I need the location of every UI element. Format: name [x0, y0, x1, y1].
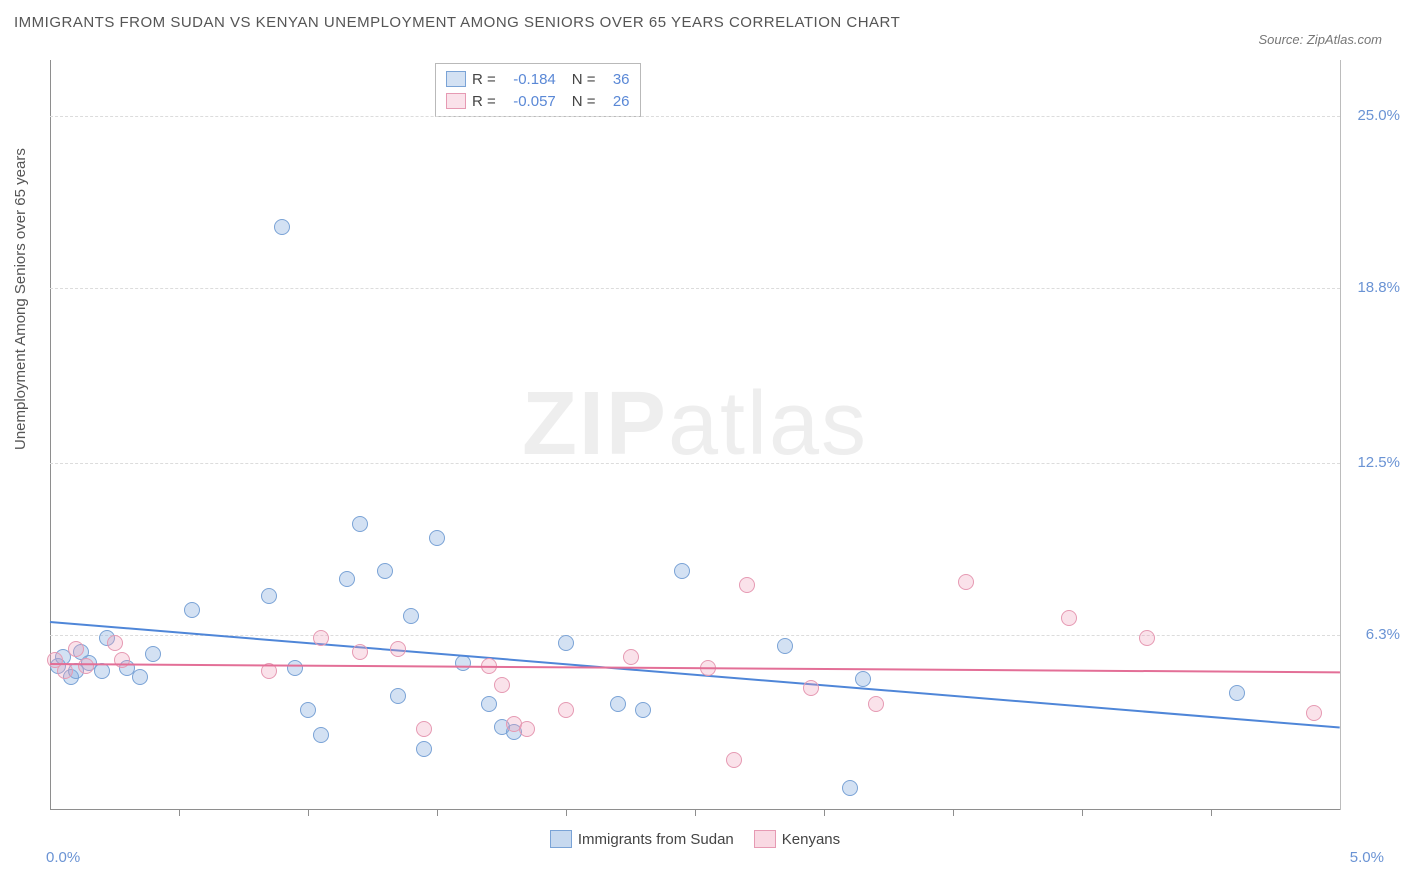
chart-title: IMMIGRANTS FROM SUDAN VS KENYAN UNEMPLOY… [14, 14, 900, 31]
data-point [635, 702, 651, 718]
data-point [313, 630, 329, 646]
x-axis-start-label: 0.0% [46, 849, 80, 866]
data-point [1306, 705, 1322, 721]
grid-line [50, 288, 1340, 289]
data-point [261, 588, 277, 604]
legend-swatch [754, 830, 776, 848]
x-tick [179, 810, 180, 816]
data-point [339, 571, 355, 587]
data-point [114, 652, 130, 668]
data-point [558, 635, 574, 651]
data-point [300, 702, 316, 718]
y-axis [50, 60, 51, 810]
grid-line [50, 463, 1340, 464]
data-point [610, 696, 626, 712]
legend-swatch [446, 71, 466, 87]
data-point [416, 721, 432, 737]
y-tick-label: 12.5% [1357, 454, 1400, 471]
data-point [352, 644, 368, 660]
data-point [1139, 630, 1155, 646]
data-point [739, 577, 755, 593]
data-point [68, 641, 84, 657]
data-point [842, 780, 858, 796]
x-tick [824, 810, 825, 816]
y-tick-label: 6.3% [1366, 626, 1400, 643]
x-axis-end-label: 5.0% [1350, 849, 1384, 866]
data-point [855, 671, 871, 687]
data-point [132, 669, 148, 685]
data-point [390, 688, 406, 704]
data-point [1061, 610, 1077, 626]
data-point [481, 696, 497, 712]
y-tick-label: 18.8% [1357, 279, 1400, 296]
data-point [726, 752, 742, 768]
data-point [184, 602, 200, 618]
y-axis-label: Unemployment Among Seniors over 65 years [12, 148, 29, 450]
trend-line [50, 663, 1340, 673]
series-legend: Immigrants from Sudan Kenyans [50, 830, 1340, 848]
legend-label: Immigrants from Sudan [578, 831, 734, 848]
n-value: 36 [602, 71, 630, 88]
x-tick [953, 810, 954, 816]
data-point [674, 563, 690, 579]
data-point [94, 663, 110, 679]
y-tick-label: 25.0% [1357, 107, 1400, 124]
r-value: -0.057 [502, 93, 556, 110]
legend-item: Kenyans [754, 830, 840, 848]
stats-row: R = -0.057N = 26 [446, 90, 630, 112]
data-point [803, 680, 819, 696]
data-point [377, 563, 393, 579]
data-point [313, 727, 329, 743]
data-point [868, 696, 884, 712]
data-point [403, 608, 419, 624]
data-point [429, 530, 445, 546]
grid-line [50, 116, 1340, 117]
data-point [287, 660, 303, 676]
stats-row: R = -0.184N = 36 [446, 68, 630, 90]
x-tick [1082, 810, 1083, 816]
x-tick [308, 810, 309, 816]
legend-swatch [446, 93, 466, 109]
data-point [78, 658, 94, 674]
data-point [623, 649, 639, 665]
r-value: -0.184 [502, 71, 556, 88]
scatter-plot: ZIPatlas R = -0.184N = 36R = -0.057N = 2… [50, 60, 1341, 810]
data-point [777, 638, 793, 654]
data-point [416, 741, 432, 757]
x-tick [695, 810, 696, 816]
x-tick [437, 810, 438, 816]
correlation-stats-legend: R = -0.184N = 36R = -0.057N = 26 [435, 63, 641, 117]
data-point [107, 635, 123, 651]
legend-swatch [550, 830, 572, 848]
data-point [494, 677, 510, 693]
data-point [558, 702, 574, 718]
x-tick [566, 810, 567, 816]
watermark: ZIPatlas [522, 373, 868, 476]
data-point [274, 219, 290, 235]
data-point [519, 721, 535, 737]
n-value: 26 [602, 93, 630, 110]
data-point [145, 646, 161, 662]
source-credit: Source: ZipAtlas.com [1258, 32, 1382, 47]
data-point [352, 516, 368, 532]
legend-label: Kenyans [782, 831, 840, 848]
data-point [57, 663, 73, 679]
legend-item: Immigrants from Sudan [550, 830, 734, 848]
data-point [1229, 685, 1245, 701]
data-point [390, 641, 406, 657]
data-point [958, 574, 974, 590]
x-tick [1211, 810, 1212, 816]
